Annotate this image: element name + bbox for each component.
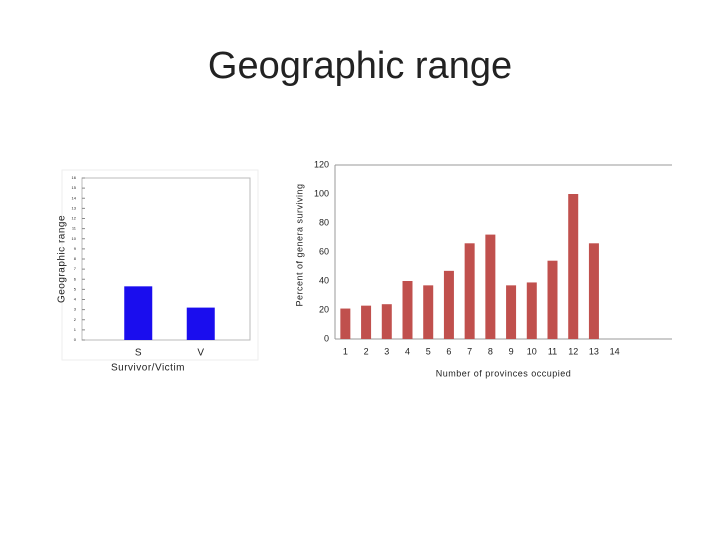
y-tick-label: 1 xyxy=(74,327,77,332)
y-tick-label: 120 xyxy=(314,159,329,169)
x-tick-label: V xyxy=(197,348,204,359)
bar xyxy=(506,285,517,339)
x-tick-label: 12 xyxy=(568,346,578,356)
y-tick-label: 3 xyxy=(74,307,77,312)
y-tick-label: 60 xyxy=(319,246,329,256)
y-tick-label: 7 xyxy=(74,266,77,271)
bar xyxy=(547,260,558,339)
bar xyxy=(588,243,599,339)
x-tick-label: 9 xyxy=(509,346,514,356)
x-tick-label: 2 xyxy=(364,346,369,356)
y-tick-label: 0 xyxy=(324,333,329,343)
x-tick-label: 6 xyxy=(446,346,451,356)
y-tick-label: 4 xyxy=(74,297,77,302)
x-tick-label: 4 xyxy=(405,346,410,356)
x-tick-label: 8 xyxy=(488,346,493,356)
y-tick-label: 16 xyxy=(72,175,77,180)
x-tick-label: 11 xyxy=(548,346,557,356)
bar xyxy=(186,307,215,340)
x-axis-label: Number of provinces occupied xyxy=(436,368,572,378)
x-tick-label: 5 xyxy=(426,346,431,356)
x-axis-label: Survivor/Victim xyxy=(111,363,185,374)
y-tick-label: 2 xyxy=(74,317,77,322)
y-tick-label: 5 xyxy=(74,286,77,291)
y-tick-label: 20 xyxy=(319,304,329,314)
bar xyxy=(340,308,351,339)
bar xyxy=(568,194,579,339)
y-tick-label: 8 xyxy=(74,256,77,261)
y-tick-label: 13 xyxy=(72,205,77,210)
bar xyxy=(402,281,413,339)
plot-border xyxy=(61,169,259,361)
y-tick-label: 14 xyxy=(72,195,77,200)
x-tick-label: 14 xyxy=(610,346,620,356)
y-axis-label: Percent of genera surviving xyxy=(294,183,304,306)
y-tick-label: 80 xyxy=(319,217,329,227)
x-tick-label: S xyxy=(135,348,142,359)
slide-title: Geographic range xyxy=(208,45,512,87)
plot-frame xyxy=(81,177,251,341)
y-tick-label: 40 xyxy=(319,275,329,285)
y-axis-label: Geographic range xyxy=(57,215,68,303)
bar xyxy=(464,243,475,339)
bar xyxy=(526,282,537,339)
x-tick-label: 13 xyxy=(589,346,599,356)
y-tick-label: 6 xyxy=(74,276,77,281)
y-tick-label: 11 xyxy=(72,226,77,231)
x-tick-label: 10 xyxy=(527,346,537,356)
y-tick-label: 9 xyxy=(74,246,77,251)
bar xyxy=(124,286,153,340)
bar xyxy=(381,304,392,339)
bar xyxy=(443,270,454,339)
y-tick-label: 15 xyxy=(72,185,77,190)
y-tick-label: 10 xyxy=(72,236,77,241)
y-tick-label: 0 xyxy=(74,337,77,342)
y-tick-label: 100 xyxy=(314,188,329,198)
bar xyxy=(485,234,496,339)
x-tick-label: 1 xyxy=(343,346,348,356)
bar xyxy=(361,305,372,339)
y-tick-label: 12 xyxy=(72,216,77,221)
x-tick-label: 3 xyxy=(384,346,389,356)
x-tick-label: 7 xyxy=(467,346,472,356)
bar xyxy=(423,285,434,339)
